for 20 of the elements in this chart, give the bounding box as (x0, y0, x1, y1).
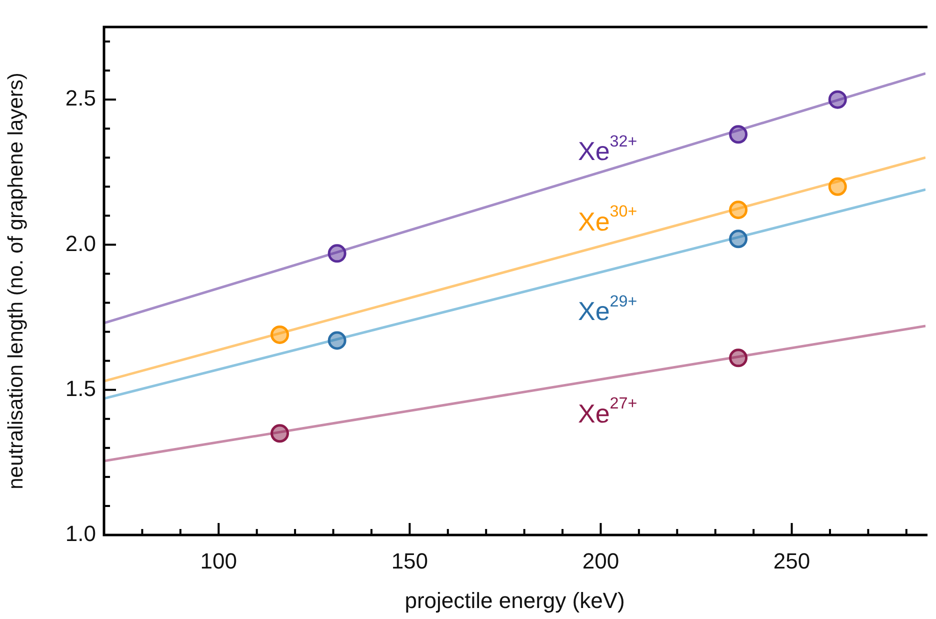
y-tick-label: 1.0 (65, 521, 96, 546)
y-axis-title: neutralisation length (no. of graphene layers) (4, 72, 28, 490)
x-tick-label: 100 (200, 548, 237, 574)
point (729, 125, 748, 144)
point (328, 244, 346, 263)
point (729, 200, 748, 220)
point (729, 348, 748, 368)
y-tick-label: 2.0 (65, 230, 96, 256)
x-axis-title: projectile energy (keV) (404, 588, 625, 613)
y-tick-label: 1.5 (65, 376, 96, 401)
point (328, 331, 346, 350)
x-tick-label: 200 (582, 548, 620, 574)
point (729, 230, 748, 248)
point (828, 177, 847, 196)
point (828, 90, 847, 109)
point (270, 325, 290, 344)
x-tick-label: 150 (391, 548, 428, 574)
point (270, 424, 290, 443)
x-tick-label: 250 (773, 548, 810, 574)
y-tick-label: 2.5 (65, 86, 96, 111)
